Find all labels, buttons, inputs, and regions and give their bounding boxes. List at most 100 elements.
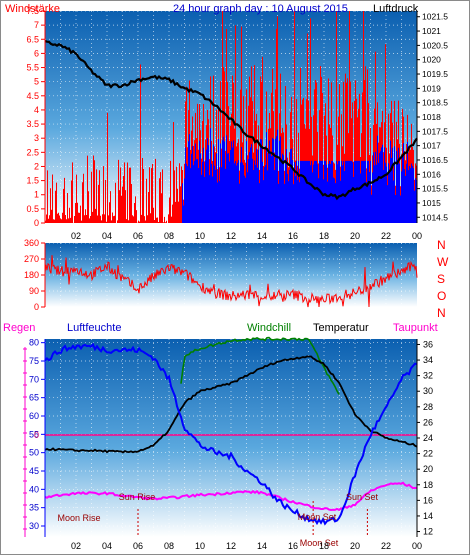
left-tick-label: 2.5 [26,147,39,157]
right-tick-label: 1015 [422,198,441,208]
humidity-line [44,342,418,526]
x-tick-label: 18 [319,541,329,551]
left-tick-label: 45 [29,466,39,476]
compass-label: W [437,255,449,269]
right-tick-label: 1020.5 [422,40,448,50]
right-axis-label: Luftdruck [373,3,419,15]
right-tick-label: 36 [423,339,433,349]
label-temperatur: Temperatur [313,322,369,334]
ticks-3: 30 35 40 45 50 55 60 65 70 75 80 12 14 16 18 20 22 24 26 28… [23,338,433,551]
astro-label: Moon Rise [57,513,100,523]
left-tick-label: 80 [29,338,39,348]
x-tick-label: 12 [226,541,236,551]
left-tick-label: 75 [29,356,39,366]
left-tick-label: 180 [24,270,39,280]
left-tick-label: 0.5 [26,204,39,214]
chart-title: 24 hour graph day : 10 August 2015 [173,3,348,15]
x-tick-label: 12 [226,231,236,241]
right-tick-label: 34 [423,355,433,365]
right-tick-label: 32 [423,371,433,381]
left-axis-label: Windstärke [5,3,60,15]
right-tick-label: 1020 [422,55,441,65]
right-tick-label: 18 [423,480,433,490]
left-tick-label: 30 [29,521,39,531]
right-tick-label: 12 [423,527,433,537]
astro-label: Sun Rise [119,492,156,502]
right-tick-label: 22 [423,449,433,459]
x-tick-label: 02 [71,231,81,241]
x-tick-label: 22 [381,541,391,551]
right-tick-label: 1014.5 [422,212,448,222]
x-tick-label: 10 [195,541,205,551]
compass-label: O [437,289,446,303]
astro-label: Sun Set [346,492,379,502]
left-tick-label: 90 [29,286,39,296]
right-tick-label: 20 [423,464,433,474]
left-tick-label: 0 [34,218,39,228]
left-tick-label: 35 [29,503,39,513]
x-tick-label: 16 [288,231,298,241]
right-tick-label: 1017.5 [422,126,448,136]
left-tick-label: 4.5 [26,91,39,101]
right-tick-label: 26 [423,417,433,427]
left-tick-label: 65 [29,393,39,403]
x-tick-label: 06 [133,231,143,241]
x-tick-label: 10 [195,231,205,241]
left-tick-label: 360 [24,238,39,248]
right-tick-label: 30 [423,386,433,396]
right-tick-label: 1021 [422,26,441,36]
left-tick-label: 1.5 [26,176,39,186]
left-tick-label: 60 [29,411,39,421]
x-tick-label: 08 [164,541,174,551]
temperature-humidity-panel: Moon Rise Sun Rise Sun Set Moon Set Moon Set… [3,322,438,551]
right-tick-label: 1018 [422,112,441,122]
wind-direction-line [44,255,418,308]
ticks-1: 0 0.5 1 1.5 2 2.5 3 3.5 4 4.5 5 5.5 6 6.5 7 7.5 1014.5 10… [26,6,448,241]
left-tick-label: 50 [29,448,39,458]
compass-label: S [437,272,445,286]
right-tick-label: 16 [423,495,433,505]
left-tick-label: 3 [34,133,39,143]
left-tick-label: 55 [29,429,39,439]
windchill-line [180,336,340,395]
right-tick-label: 1021.5 [422,12,448,22]
left-tick-label: 5.5 [26,63,39,73]
label-windchill: Windchill [247,322,291,334]
left-tick-label: 6 [34,48,39,58]
left-tick-label: 0 [34,302,39,312]
temperature-line [44,355,418,454]
dewpoint-line [44,481,418,512]
x-tick-label: 18 [319,231,329,241]
astro-label: Moon Set [298,512,337,522]
x-tick-label: 04 [102,541,112,551]
left-tick-label: 3.5 [26,119,39,129]
x-tick-label: 02 [71,541,81,551]
x-tick-label: 04 [102,231,112,241]
regen-zero-label: 0 [34,430,39,440]
right-tick-label: 1016.5 [422,155,448,165]
left-tick-label: 7.5 [26,6,39,16]
x-tick-label: 14 [257,231,267,241]
astro-label: Moon Set [300,538,339,548]
left-tick-label: 70 [29,374,39,384]
x-tick-label: 20 [350,231,360,241]
label-regen: Regen [3,322,35,334]
right-tick-label: 1018.5 [422,98,448,108]
x-tick-label: 16 [288,541,298,551]
compass-label: N [437,238,446,252]
left-tick-label: 6.5 [26,34,39,44]
right-tick-label: 1019 [422,83,441,93]
wind-bars [45,11,417,223]
pressure-line [44,39,418,201]
right-tick-label: 28 [423,402,433,412]
left-tick-label: 1 [34,190,39,200]
label-taupunkt: Taupunkt [393,322,438,334]
compass-label: N [437,306,446,320]
right-tick-label: 1019.5 [422,69,448,79]
left-tick-label: 40 [29,484,39,494]
left-tick-label: 2 [34,161,39,171]
right-tick-label: 1017 [422,141,441,151]
